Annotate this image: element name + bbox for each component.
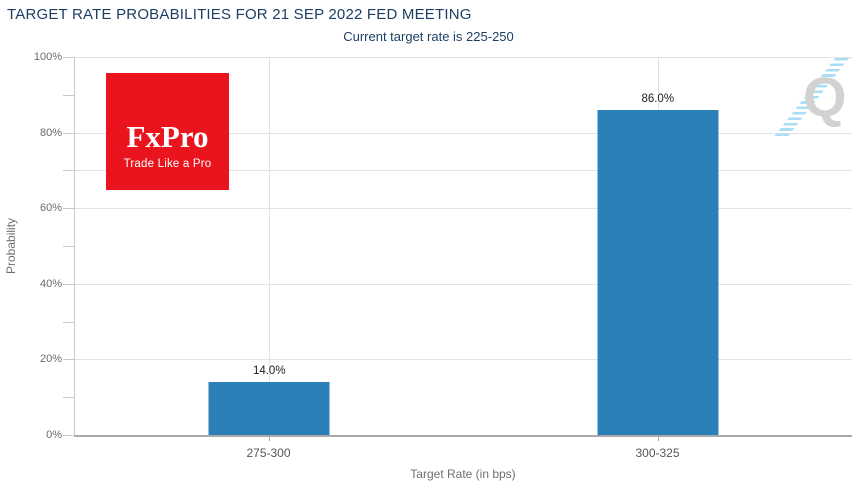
y-axis-tick [63, 283, 74, 285]
y-axis-tick-label: 80% [39, 126, 62, 139]
h-gridline [75, 132, 852, 134]
x-tick-label-275-300: 275-300 [246, 446, 291, 460]
h-gridline [75, 283, 852, 285]
y-axis-tick [63, 397, 74, 399]
fxpro-logo: FxPro Trade Like a Pro [106, 73, 229, 190]
h-gridline [75, 208, 852, 210]
y-axis-tick [63, 359, 74, 361]
y-axis-tick [63, 208, 74, 210]
quikstrike-watermark: Q [773, 52, 853, 142]
bar-300-325[interactable] [597, 109, 719, 435]
h-gridline [75, 57, 852, 58]
y-axis-tick [63, 246, 74, 247]
v-gridline [269, 57, 271, 435]
y-axis-tick-label: 0% [46, 429, 62, 441]
bar-value-label: 86.0% [641, 92, 675, 105]
y-axis-tick-label: 20% [39, 353, 62, 366]
y-axis-labels: 0% 20% 40% 60% 80% 100% [0, 51, 62, 441]
y-axis-tick [63, 435, 74, 436]
x-axis-tick [657, 436, 659, 441]
bar-275-300[interactable] [208, 382, 330, 435]
y-axis-tick [63, 57, 74, 58]
bar-value-label: 14.0% [252, 365, 286, 378]
y-axis-ticks [63, 57, 74, 436]
chart-title: TARGET RATE PROBABILITIES FOR 21 SEP 202… [7, 6, 472, 23]
x-axis-title: Target Rate (in bps) [410, 467, 516, 481]
plot-area: 14.0% 86.0% [74, 57, 852, 441]
y-axis-tick-label: 100% [33, 51, 62, 63]
y-axis-tick [63, 94, 74, 96]
y-axis-tick [63, 321, 74, 323]
fxpro-logo-tagline: Trade Like a Pro [123, 158, 212, 170]
x-tick-label-300-325: 300-325 [635, 446, 680, 460]
fxpro-logo-text: FxPro [126, 119, 209, 154]
x-axis-labels: 275-300 300-325 [74, 446, 852, 462]
y-axis-tick-label: 40% [39, 277, 62, 290]
y-axis-tick-label: 60% [39, 202, 62, 215]
h-gridline [75, 359, 852, 361]
y-axis-tick [63, 170, 74, 172]
chart-subtitle: Current target rate is 225-250 [343, 29, 514, 44]
y-axis-tick [63, 132, 74, 134]
x-axis-tick [269, 436, 271, 441]
h-gridline [75, 170, 852, 172]
watermark-q-letter: Q [803, 65, 847, 128]
